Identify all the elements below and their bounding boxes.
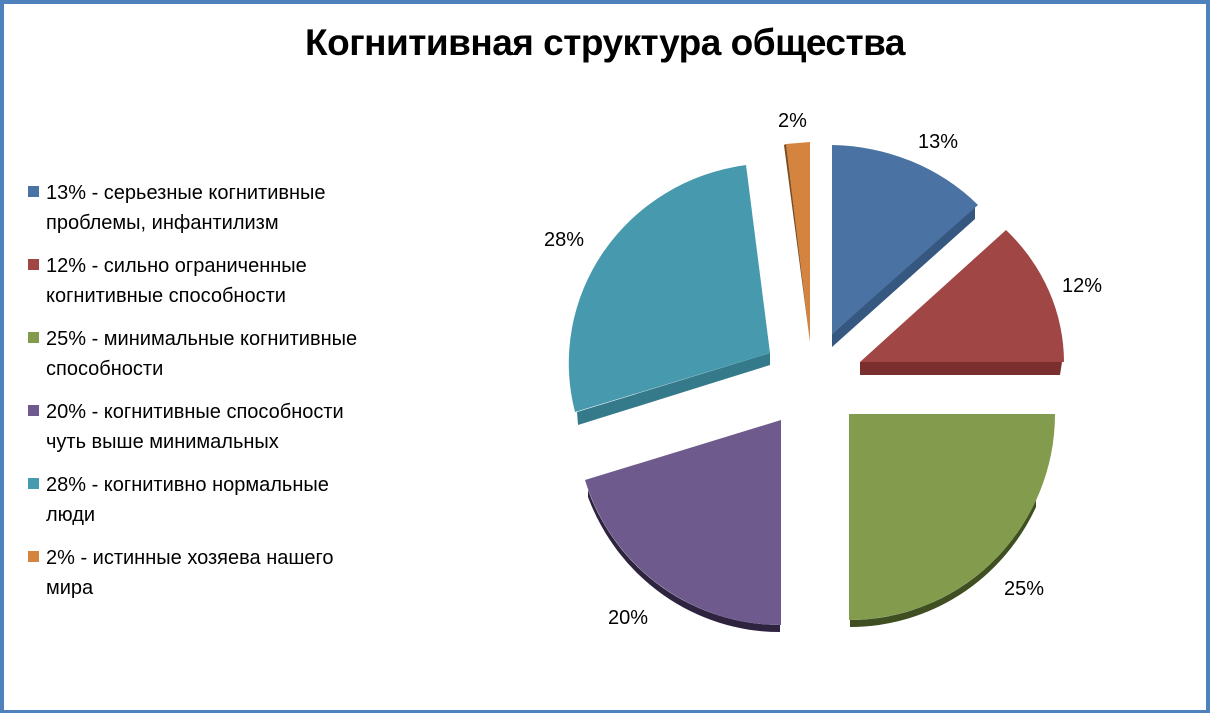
legend-label: 25% - минимальные когнитивные способност…	[46, 328, 358, 380]
legend-item: 13% - серьезные когнитивные проблемы, ин…	[28, 178, 428, 238]
legend-swatch	[28, 405, 39, 416]
legend-item: 25% - минимальные когнитивные способност…	[28, 324, 428, 384]
legend-item: 28% - когнитивно нормальные люди	[28, 470, 428, 530]
legend-item: 2% - истинные хозяева нашего мира	[28, 543, 428, 603]
data-label-20: 20%	[608, 607, 648, 629]
data-label-12: 12%	[1062, 275, 1102, 297]
pie-slice-25	[849, 414, 1055, 628]
legend-swatch	[28, 259, 39, 270]
pie-slice-2	[784, 142, 810, 342]
legend-item: 12% - сильно ограниченные когнитивные сп…	[28, 251, 428, 311]
legend-label: 12% - сильно ограниченные когнитивные сп…	[46, 255, 307, 307]
pie-slice-13	[832, 145, 978, 347]
data-label-2: 2%	[778, 110, 807, 132]
chart-title: Когнитивная структура общества	[305, 22, 905, 63]
legend-label: 20% - когнитивные способности чуть выше …	[46, 401, 344, 453]
legend-swatch	[28, 186, 39, 197]
pie-slice-20	[585, 420, 781, 633]
legend-label: 13% - серьезные когнитивные проблемы, ин…	[46, 182, 326, 234]
legend-swatch	[28, 332, 39, 343]
data-label-28: 28%	[544, 229, 584, 251]
data-label-13: 13%	[918, 131, 958, 153]
legend-label: 2% - истинные хозяева нашего мира	[46, 547, 334, 599]
chart-legend: 13% - серьезные когнитивные проблемы, ин…	[28, 178, 428, 616]
legend-swatch	[28, 551, 39, 562]
legend-swatch	[28, 478, 39, 489]
data-label-25: 25%	[1004, 578, 1044, 600]
legend-item: 20% - когнитивные способности чуть выше …	[28, 397, 428, 457]
pie-slice-28	[568, 165, 770, 425]
legend-label: 28% - когнитивно нормальные люди	[46, 474, 329, 526]
pie-slice-12	[860, 230, 1064, 375]
